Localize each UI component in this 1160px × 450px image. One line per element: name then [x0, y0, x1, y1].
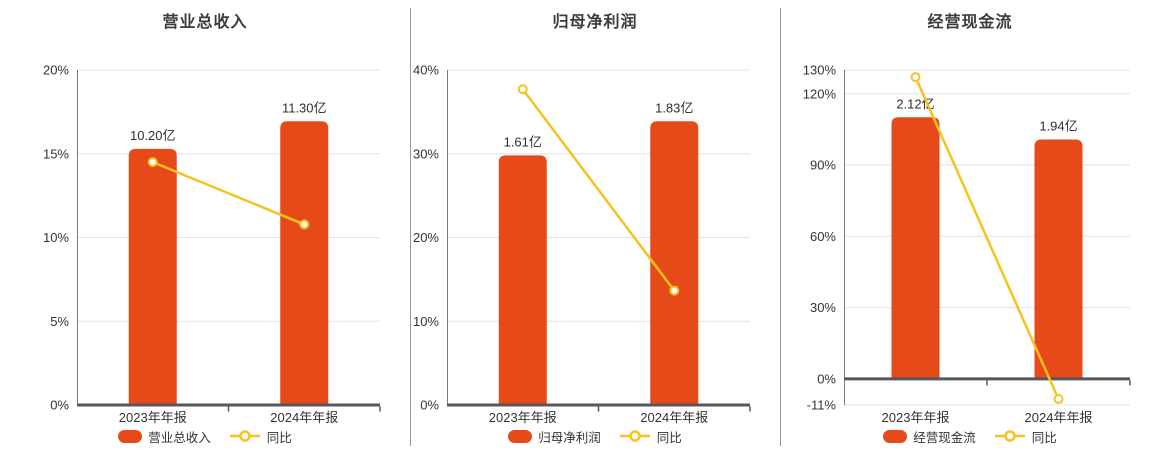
y-axis-tick-label: 0%	[817, 371, 836, 386]
x-axis-label: 2023年年报	[119, 410, 187, 425]
y-axis-tick-label: -11%	[807, 398, 837, 413]
yoy-line	[914, 76, 1060, 400]
y-axis-tick-label: 15%	[43, 146, 69, 161]
x-axis-label: 2023年年报	[489, 410, 557, 425]
legend-label: 营业总收入	[148, 430, 211, 445]
legend-label: 归母净利润	[538, 430, 601, 445]
panel-revenue: 营业总收入 0% 5% 10% 15% 20% 10.20亿 11.30亿 2023年年报 20…	[0, 0, 410, 450]
yoy-point[interactable]	[1053, 394, 1064, 405]
legend-item-bar[interactable]: 营业总收入	[118, 427, 211, 446]
yoy-line-icon	[994, 430, 1025, 442]
y-axis-tick-label: 30%	[413, 146, 439, 161]
yoy-line	[152, 160, 305, 226]
bar-value-label: 11.30亿	[282, 100, 327, 115]
yoy-point[interactable]	[299, 219, 310, 230]
net-profit-chart: 0% 10% 20% 30% 40% 1.61亿 1.83亿 2023年年报 2024年年报	[413, 63, 751, 425]
x-axis-label: 2024年年报	[1025, 410, 1093, 425]
chart-title-net-profit: 归母净利润	[552, 14, 638, 31]
legend-item-bar[interactable]: 归母净利润	[508, 427, 601, 446]
revenue-chart: 0% 5% 10% 15% 20% 10.20亿 11.30亿 2023年年报 2024年年报	[43, 63, 381, 425]
legend-label: 同比	[1031, 430, 1057, 445]
panel-operating-cashflow: 经营现金流 -11% 0% 30% 60% 90% 120% 130% 2.12亿 1.94亿 2…	[780, 0, 1160, 450]
y-axis-tick-label: 90%	[810, 158, 836, 173]
bar-2024年年报[interactable]	[280, 121, 329, 405]
bar-value-label: 1.61亿	[504, 134, 542, 149]
panel-divider	[410, 8, 411, 446]
legend-revenue: 营业总收入 同比	[0, 426, 410, 446]
yoy-line-icon	[619, 430, 650, 442]
bar-2023年年报[interactable]	[498, 155, 547, 405]
yoy-point[interactable]	[517, 84, 528, 95]
bar-2023年年报[interactable]	[128, 148, 177, 405]
x-axis-label: 2023年年报	[882, 410, 950, 425]
bar-legend-swatch	[883, 429, 908, 443]
legend-label: 同比	[266, 430, 292, 445]
y-axis-tick-label: 10%	[43, 230, 69, 245]
y-axis-tick-label: 20%	[413, 230, 439, 245]
panel-net-profit: 归母净利润 0% 10% 20% 30% 40% 1.61亿 1.83亿 2023年年报 202…	[410, 0, 780, 450]
y-axis-tick-label: 0%	[50, 398, 69, 413]
yoy-line	[521, 88, 676, 292]
y-axis-tick-label: 30%	[810, 300, 836, 315]
legend-item-line[interactable]: 同比	[994, 427, 1057, 446]
bar-value-label: 1.83亿	[655, 100, 693, 115]
legend-cashflow: 经营现金流 同比	[780, 426, 1160, 446]
yoy-line-icon	[229, 430, 260, 442]
bar-2024年年报[interactable]	[650, 121, 699, 405]
x-axis-label: 2024年年报	[640, 410, 708, 425]
yoy-point[interactable]	[147, 157, 158, 168]
legend-net-profit: 归母净利润 同比	[410, 426, 780, 446]
bar-2023年年报[interactable]	[891, 117, 940, 379]
chart-title-cashflow: 经营现金流	[927, 14, 1013, 31]
bar-2024年年报[interactable]	[1034, 139, 1083, 379]
yoy-point[interactable]	[669, 285, 680, 296]
legend-item-bar[interactable]: 经营现金流	[883, 427, 976, 446]
legend-label: 经营现金流	[913, 430, 976, 445]
bar-value-label: 1.94亿	[1039, 118, 1077, 133]
x-axis-label: 2024年年报	[270, 410, 338, 425]
panel-divider	[780, 8, 781, 446]
y-axis-tick-label: 5%	[50, 314, 69, 329]
bar-legend-swatch	[508, 429, 533, 443]
legend-label: 同比	[656, 430, 682, 445]
yoy-point[interactable]	[910, 72, 921, 83]
y-axis-tick-label: 60%	[810, 229, 836, 244]
y-axis-tick-label: 10%	[413, 314, 439, 329]
y-axis-tick-label: 40%	[413, 63, 439, 78]
y-axis-tick-label: 0%	[420, 398, 439, 413]
y-axis-tick-label: 120%	[803, 86, 837, 101]
legend-item-line[interactable]: 同比	[229, 427, 292, 446]
y-axis-tick-label: 20%	[43, 63, 69, 78]
bar-value-label: 10.20亿	[130, 128, 176, 143]
bar-legend-swatch	[118, 429, 143, 443]
y-axis-tick-label: 130%	[803, 63, 837, 78]
chart-title-revenue: 营业总收入	[162, 14, 248, 31]
cashflow-chart: -11%0%30%60%90%120%130%2.12亿1.94亿2023年年报…	[803, 63, 1131, 425]
legend-item-line[interactable]: 同比	[619, 427, 682, 446]
